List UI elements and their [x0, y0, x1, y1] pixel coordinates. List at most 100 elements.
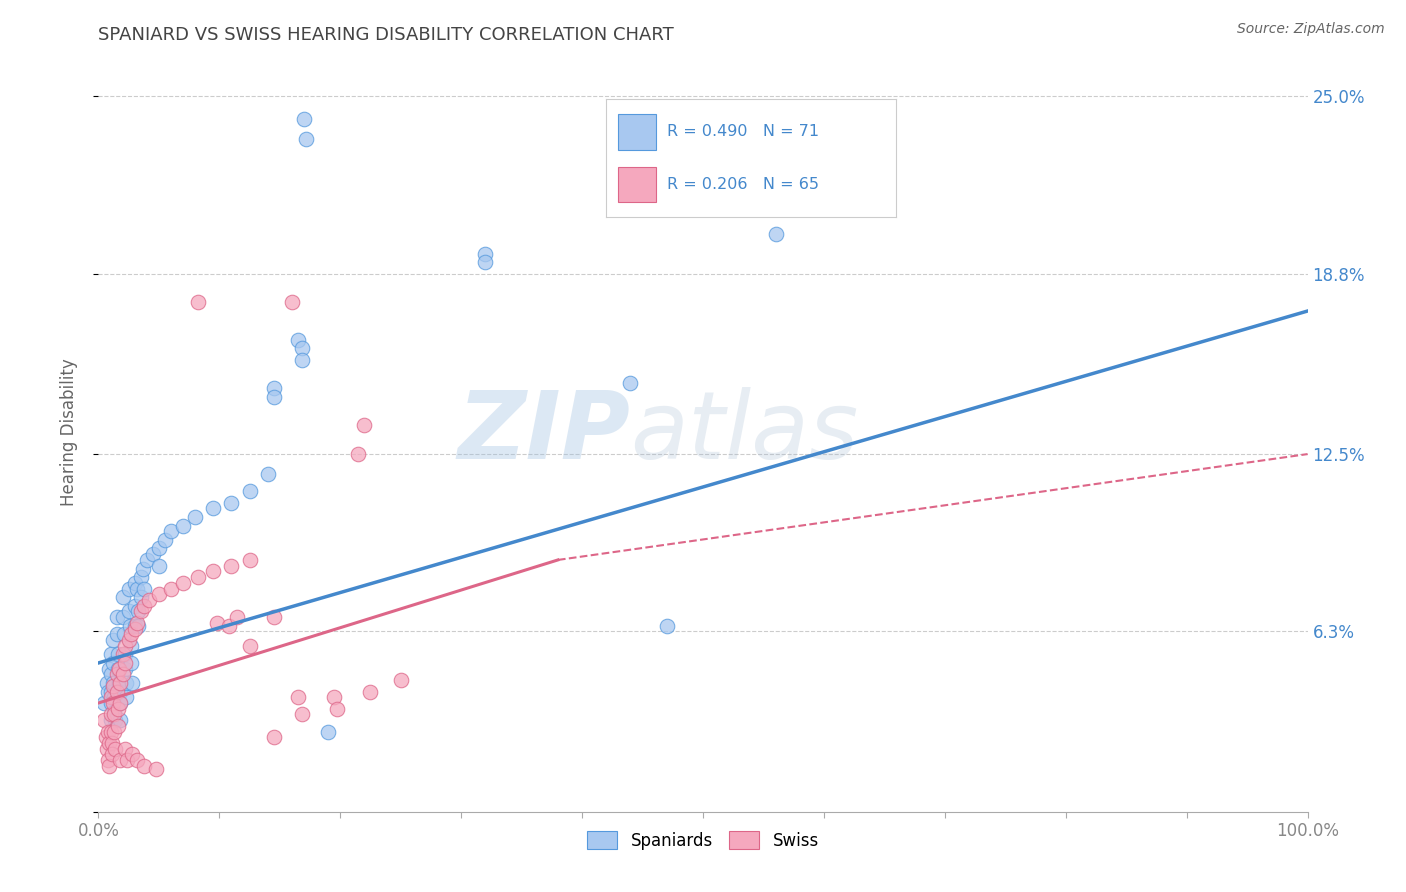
Point — [263, 390, 285, 404]
Point — [127, 615, 149, 630]
Point — [187, 570, 209, 584]
Point — [108, 676, 131, 690]
Point — [153, 533, 176, 547]
Point — [221, 558, 243, 573]
Point — [118, 582, 141, 596]
Point — [132, 561, 155, 575]
Point — [172, 575, 194, 590]
Point — [104, 741, 127, 756]
Point — [103, 707, 125, 722]
Point — [100, 707, 122, 722]
Point — [184, 510, 207, 524]
Point — [107, 702, 129, 716]
Point — [134, 759, 156, 773]
Point — [221, 496, 243, 510]
Point — [120, 639, 142, 653]
Point — [129, 604, 152, 618]
Point — [105, 684, 128, 698]
Point — [101, 656, 124, 670]
Point — [290, 352, 312, 367]
Point — [96, 676, 118, 690]
Point — [100, 713, 122, 727]
Point — [100, 724, 122, 739]
Point — [114, 648, 136, 662]
Point — [160, 582, 183, 596]
Point — [105, 627, 128, 641]
Point — [107, 662, 129, 676]
Point — [290, 341, 312, 355]
Point — [134, 599, 156, 613]
Point — [129, 570, 152, 584]
Point — [138, 593, 160, 607]
Point — [292, 112, 315, 127]
Point — [263, 731, 285, 745]
Point — [108, 684, 131, 698]
Point — [118, 633, 141, 648]
Point — [97, 724, 120, 739]
Point — [205, 615, 228, 630]
Point — [100, 690, 122, 705]
Point — [263, 381, 285, 395]
Text: ZIP: ZIP — [457, 386, 630, 479]
Point — [101, 696, 124, 710]
Point — [100, 684, 122, 698]
Point — [347, 447, 370, 461]
Point — [108, 713, 131, 727]
Point — [100, 696, 122, 710]
Point — [124, 599, 146, 613]
Point — [124, 622, 146, 636]
Point — [93, 713, 115, 727]
Point — [94, 731, 117, 745]
Point — [187, 295, 209, 310]
Point — [115, 676, 138, 690]
Point — [115, 690, 138, 705]
Point — [127, 619, 149, 633]
Point — [121, 747, 143, 762]
Text: Source: ZipAtlas.com: Source: ZipAtlas.com — [1237, 22, 1385, 37]
Point — [103, 705, 125, 719]
Point — [239, 639, 262, 653]
Point — [619, 376, 641, 390]
Point — [263, 610, 285, 624]
Point — [98, 759, 121, 773]
Point — [114, 656, 136, 670]
Point — [101, 633, 124, 648]
Point — [111, 667, 134, 681]
Point — [142, 547, 165, 561]
Point — [474, 255, 496, 269]
Point — [105, 610, 128, 624]
Point — [316, 724, 339, 739]
Point — [111, 590, 134, 604]
Point — [172, 518, 194, 533]
Point — [323, 690, 346, 705]
Point — [101, 679, 124, 693]
Point — [281, 295, 304, 310]
Text: atlas: atlas — [630, 387, 859, 478]
Point — [98, 736, 121, 750]
Point — [107, 648, 129, 662]
Point — [98, 662, 121, 676]
Point — [353, 418, 375, 433]
Point — [124, 575, 146, 590]
Point — [127, 604, 149, 618]
Point — [287, 690, 309, 705]
Point — [103, 724, 125, 739]
Point — [202, 565, 225, 579]
Point — [474, 247, 496, 261]
Point — [295, 132, 318, 146]
Point — [655, 619, 678, 633]
Point — [107, 719, 129, 733]
Point — [148, 541, 170, 556]
Point — [108, 696, 131, 710]
Point — [129, 590, 152, 604]
Point — [100, 648, 122, 662]
Text: SPANIARD VS SWISS HEARING DISABILITY CORRELATION CHART: SPANIARD VS SWISS HEARING DISABILITY COR… — [98, 26, 673, 44]
Point — [93, 696, 115, 710]
Point — [108, 696, 131, 710]
Point — [97, 753, 120, 767]
Point — [135, 553, 157, 567]
Point — [112, 627, 135, 641]
Point — [127, 582, 149, 596]
Point — [226, 610, 249, 624]
Point — [120, 627, 142, 641]
